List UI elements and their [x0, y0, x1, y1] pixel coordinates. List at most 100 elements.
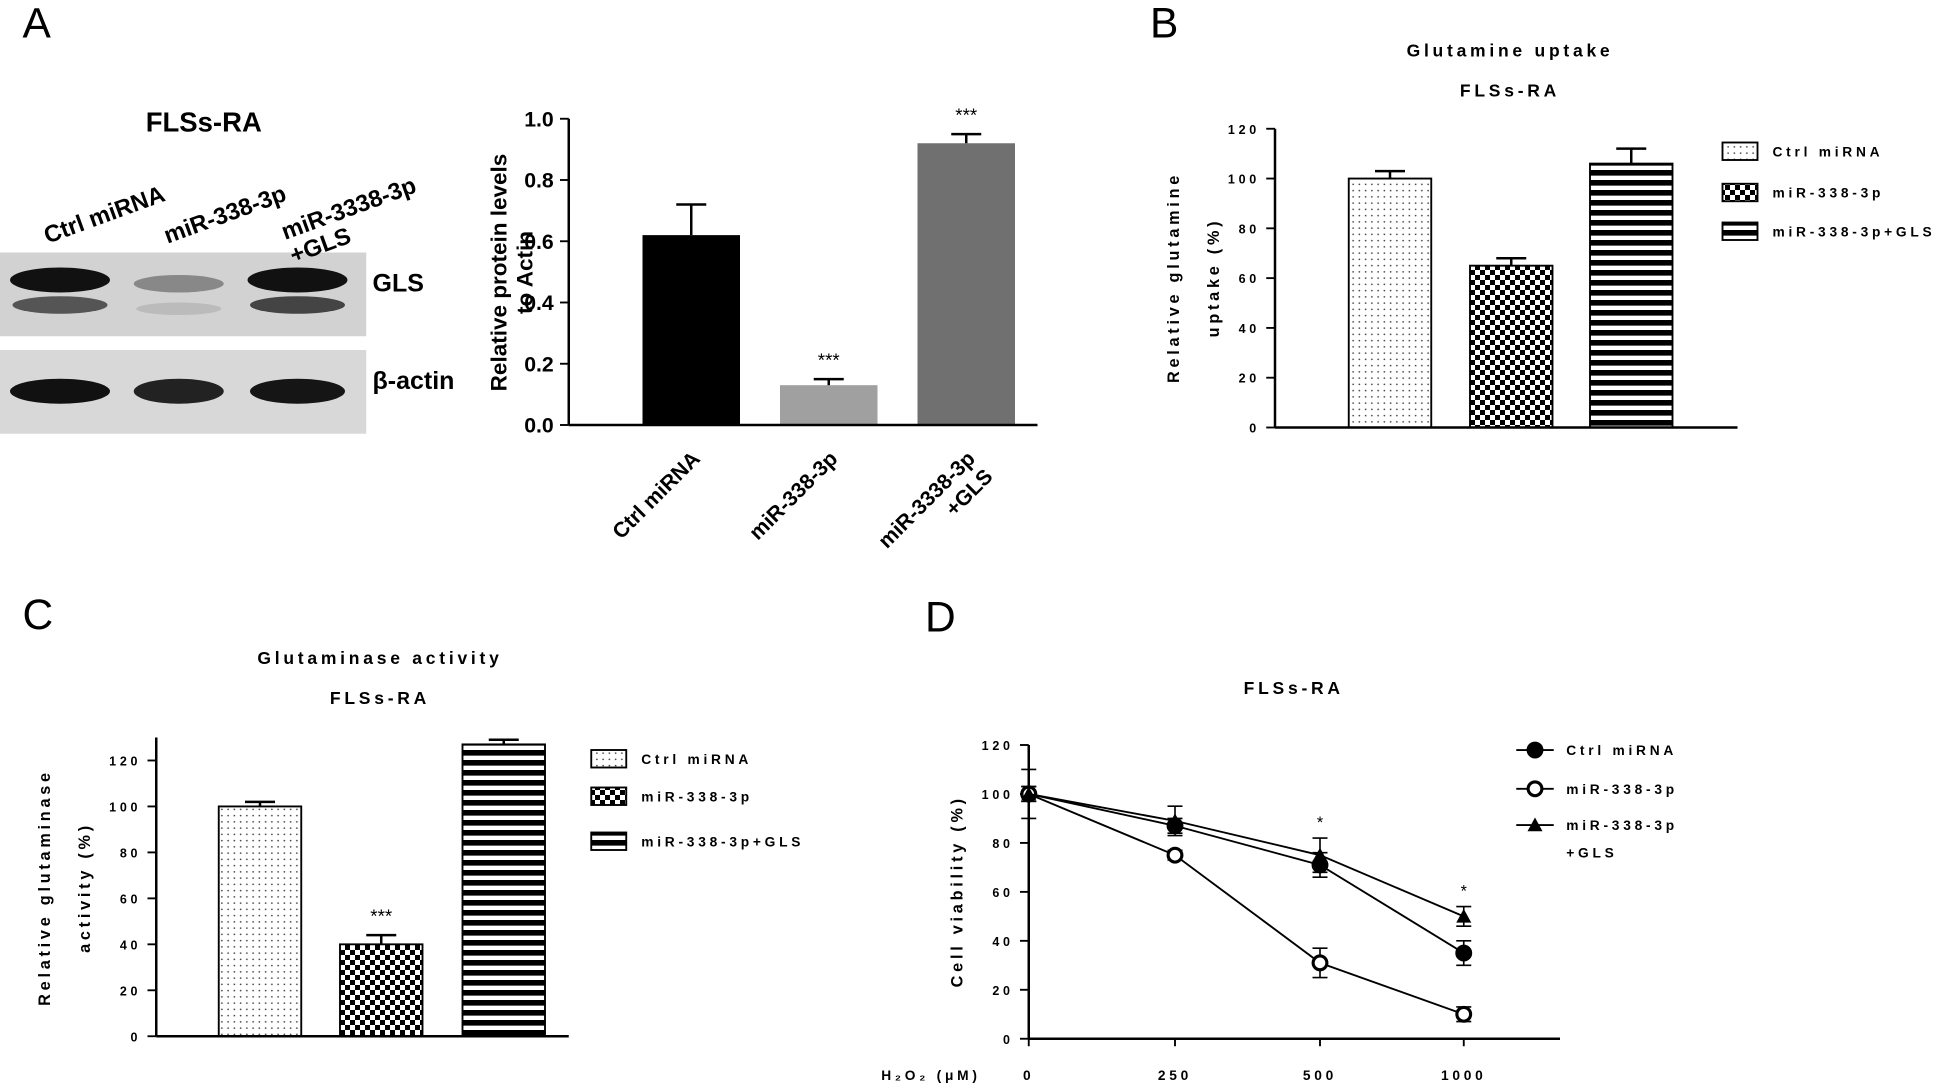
bar: [461, 743, 546, 1038]
bar: [780, 385, 878, 425]
y-tick-label: 0.2: [524, 352, 554, 376]
series-line: [1028, 793, 1465, 954]
y-tick-label: 80: [1239, 222, 1260, 236]
significance: *: [1317, 814, 1324, 832]
chart-title: Glutamine uptake FLSs-RA: [1407, 40, 1614, 100]
y-tick-label: 40: [1239, 322, 1260, 336]
lane-label: Ctrl miRNA: [40, 181, 168, 250]
panel-label: A: [23, 1, 52, 48]
y-tick-label: 60: [992, 886, 1013, 900]
row-label: GLS: [373, 269, 424, 297]
bar: [1469, 264, 1554, 429]
y-tick-label: 40: [992, 935, 1013, 949]
y-tick-label: 0.0: [524, 414, 554, 438]
panel-label: B: [1150, 1, 1178, 48]
y-axis-label-line: Relative glutaminase: [36, 769, 54, 1006]
bar: [1347, 177, 1433, 429]
bar: [339, 943, 424, 1038]
y-tick-label: 100: [982, 788, 1014, 802]
y-tick-label: 60: [1239, 272, 1260, 286]
legend-swatch: [1721, 182, 1759, 203]
y-tick-label: 1.0: [524, 107, 554, 131]
y-tick-label: 0: [1249, 422, 1260, 436]
x-tick-label: Ctrl miRNA: [608, 447, 705, 544]
chart-title-line: Glutaminase activity: [257, 648, 502, 668]
y-axis-label: Relative glutamine uptake (%): [1165, 172, 1223, 383]
chart-title: Glutaminase activity FLSs-RA: [257, 648, 502, 708]
y-tick-label: 0: [131, 1030, 142, 1044]
y-tick-label: 80: [992, 837, 1013, 851]
y-tick-label: 120: [109, 754, 141, 768]
chart-title-line: Glutamine uptake: [1407, 40, 1614, 60]
bar: [642, 235, 740, 425]
legend-swatch: [1721, 141, 1759, 161]
bar: [1589, 162, 1674, 429]
marker: [1167, 813, 1183, 828]
marker: [1456, 908, 1472, 923]
legend-label-line: miR-338-3p: [1566, 818, 1678, 833]
y-axis-label-line: uptake (%): [1205, 218, 1223, 338]
lane-label: miR-338-3p: [160, 180, 290, 249]
y-tick-label: 60: [120, 892, 141, 906]
y-tick-label: 20: [120, 984, 141, 998]
legend-label: miR-338-3p: [641, 789, 753, 804]
x-tick-label: 500: [1303, 1068, 1337, 1083]
y-axis-label-line: Relative protein levels: [486, 154, 511, 392]
y-tick-label: 0.4: [524, 291, 554, 315]
y-tick-label: 120: [1228, 123, 1260, 137]
significance: *: [1461, 883, 1468, 901]
marker: [1311, 954, 1329, 972]
legend-label: Ctrl miRNA: [1773, 144, 1884, 159]
legend-marker: [1526, 741, 1544, 759]
chart-title-line: FLSs-RA: [1460, 80, 1560, 100]
marker: [1455, 944, 1473, 962]
legend-label: miR-338-3p +GLS: [1566, 818, 1678, 861]
y-axis-label: Relative glutaminase activity (%): [36, 769, 94, 1006]
y-axis-label-line: to Actin: [513, 231, 538, 314]
y-tick-label: 20: [992, 984, 1013, 998]
y-tick-label: 80: [120, 846, 141, 860]
x-tick-label: miR-3338-3p+GLS: [873, 447, 997, 571]
legend-label: miR-338-3p+GLS: [1773, 224, 1936, 239]
y-tick-label: 0.8: [524, 169, 554, 193]
y-tick-label: 0: [1003, 1033, 1014, 1047]
series-line: [1028, 793, 1465, 918]
legend-label: Ctrl miRNA: [1566, 743, 1677, 758]
y-tick-label: 0.6: [524, 230, 554, 254]
x-tick-label: 0: [1023, 1068, 1034, 1083]
legend-swatch: [590, 831, 628, 851]
legend-swatch: [590, 786, 628, 806]
y-axis-label: Cell viability (%): [949, 795, 967, 987]
marker: [1455, 1005, 1473, 1023]
panel-label: D: [925, 594, 956, 641]
row-label: β-actin: [373, 367, 455, 395]
legend-marker: [1526, 780, 1544, 798]
legend-label: Ctrl miRNA: [641, 752, 752, 767]
significance: ***: [955, 105, 977, 126]
y-tick-label: 20: [1239, 372, 1260, 386]
marker: [1021, 786, 1037, 801]
y-axis-label-line: Relative glutamine: [1165, 172, 1183, 383]
y-tick-label: 120: [982, 739, 1014, 753]
x-tick-label: 1000: [1441, 1068, 1487, 1083]
marker: [1166, 846, 1184, 864]
legend-swatch: [1721, 221, 1759, 241]
bar: [217, 805, 303, 1038]
legend-swatch: [590, 749, 628, 769]
blot-title: FLSs-RA: [146, 106, 262, 137]
legend-marker: [1527, 817, 1543, 832]
chart-title-line: FLSs-RA: [330, 688, 430, 708]
bar: [917, 143, 1015, 425]
significance: ***: [818, 350, 840, 371]
legend-label-line: +GLS: [1566, 846, 1617, 861]
legend-label: miR-338-3p+GLS: [641, 834, 804, 849]
western-blot: [0, 252, 367, 434]
y-axis-label: Relative protein levelsto Actin: [486, 154, 537, 392]
marker: [1312, 847, 1328, 862]
chart-title: FLSs-RA: [1244, 678, 1344, 698]
x-axis-label: H₂O₂ (μM): [881, 1068, 980, 1083]
significance: ***: [370, 906, 392, 927]
series-line: [1028, 793, 1465, 1016]
x-tick-label: miR-338-3p: [744, 447, 842, 545]
